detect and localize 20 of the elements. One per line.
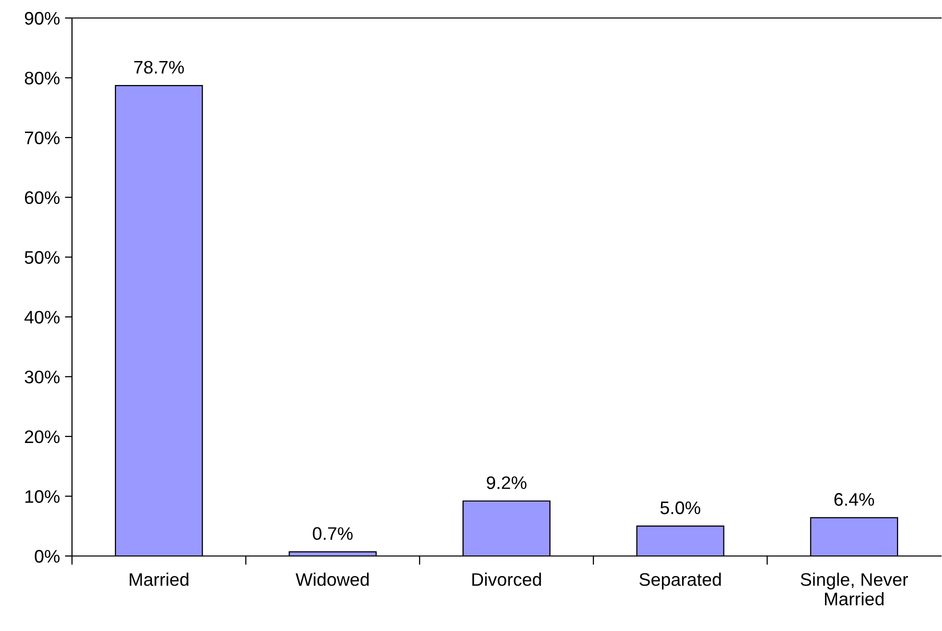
data-label: 9.2% xyxy=(486,476,526,490)
x-tick-label: Separated xyxy=(639,572,721,590)
data-label: 5.0% xyxy=(660,501,700,514)
y-tick-label: 70% xyxy=(24,131,60,144)
x-tick-label: Divorced xyxy=(472,572,541,586)
y-tick-label: 90% xyxy=(24,12,60,25)
data-label: 78.7% xyxy=(134,60,184,74)
y-tick-label: 20% xyxy=(24,430,60,444)
data-label: 0.7% xyxy=(312,527,353,540)
y-tick-label: 10% xyxy=(25,490,60,503)
data-label: 6.4% xyxy=(834,493,874,506)
y-tick-label: 60% xyxy=(24,191,60,204)
x-tick-label: Single, Never Married xyxy=(800,572,908,606)
x-tick-label: Married xyxy=(130,572,188,586)
y-tick-label: 40% xyxy=(24,310,60,324)
y-tick-label: 30% xyxy=(24,370,60,384)
x-tick-label: Widowed xyxy=(296,572,369,586)
y-tick-label: 50% xyxy=(24,251,60,264)
y-tick-label: 80% xyxy=(24,72,60,84)
y-tick-label: 0% xyxy=(34,550,60,563)
